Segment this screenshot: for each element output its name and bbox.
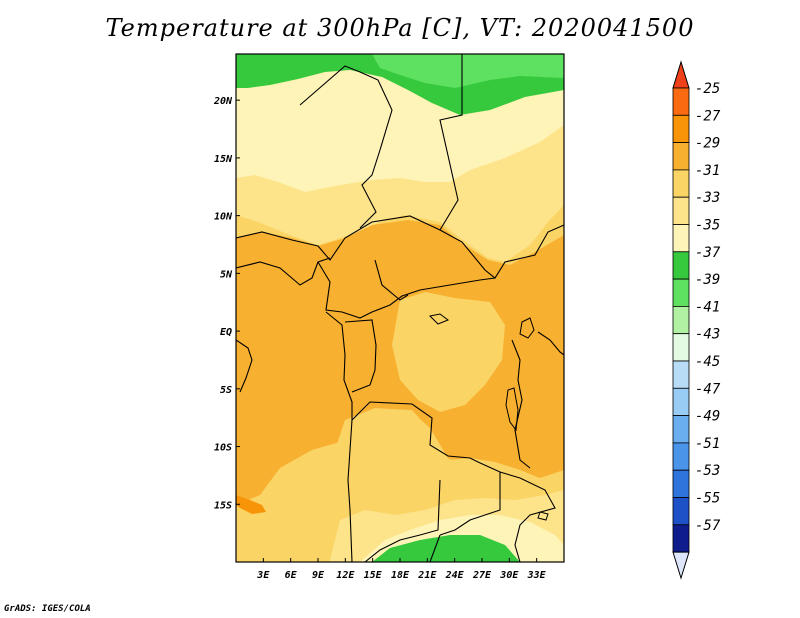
colorbar-top-arrow <box>672 60 690 89</box>
colorbar-swatch <box>672 224 690 253</box>
lat-tick-label: 15S <box>214 500 232 511</box>
lat-tick-label: 5S <box>220 385 232 396</box>
latitude-axis: 20N 15N 10N 5N EQ 5S 10S 15S <box>213 96 240 511</box>
lat-tick-label: 5N <box>220 269 233 280</box>
lat-tick-label: 15N <box>214 154 233 165</box>
grads-credit: GrADS: IGES/COLA <box>4 604 91 614</box>
colorbar-label: -47 <box>695 381 721 397</box>
lon-tick-label: 3E <box>256 570 270 581</box>
colorbar-label: -43 <box>695 327 720 343</box>
lon-tick-label: 18E <box>391 570 410 581</box>
colorbar-swatch <box>672 251 690 280</box>
lat-tick-label: 20N <box>213 96 233 107</box>
colorbar-label: -39 <box>695 272 720 288</box>
colorbar-bottom-arrow <box>672 551 690 580</box>
lon-tick-label: 24E <box>445 570 465 581</box>
colorbar-label: -37 <box>695 245 721 261</box>
lon-tick-label: 33E <box>527 570 547 581</box>
colorbar-swatch <box>672 114 690 144</box>
lon-tick-label: 21E <box>417 570 437 581</box>
colorbar-label: -55 <box>695 491 720 507</box>
map-title: Temperature at 300hPa [C], VT: 202004150… <box>105 14 695 42</box>
lat-tick-label: 10N <box>214 212 233 223</box>
colorbar-label: -35 <box>695 218 720 234</box>
colorbar-label: -41 <box>695 299 720 315</box>
colorbar-swatch <box>672 333 690 362</box>
lon-tick-label: 30E <box>499 570 519 581</box>
lon-tick-label: 6E <box>285 570 298 581</box>
longitude-axis: 3E 6E 9E 12E 15E 18E 21E 24E 27E 30E 33E <box>256 558 547 581</box>
colorbar-label: -25 <box>695 81 720 97</box>
band-39-north <box>372 54 564 88</box>
colorbar-swatch <box>672 169 690 198</box>
colorbar-label: -49 <box>695 409 720 425</box>
lon-tick-label: 27E <box>472 570 492 581</box>
colorbar-label: -45 <box>695 354 720 370</box>
colorbar-label: -57 <box>695 518 721 534</box>
lat-tick-label: 10S <box>214 443 232 454</box>
colorbar-swatch <box>672 497 690 526</box>
colorbar-label: -53 <box>695 463 720 479</box>
lat-tick-label: EQ <box>220 327 232 338</box>
colorbar-swatch <box>672 442 690 471</box>
colorbar-swatch <box>672 387 690 416</box>
colorbar: -25 -27 -29 -31 -33 -35 -37 -39 -41 -43 -45 -47 -49 -… <box>672 60 721 580</box>
colorbar-swatch <box>672 360 690 389</box>
colorbar-swatch <box>672 87 690 116</box>
colorbar-swatch <box>672 305 690 335</box>
colorbar-swatch <box>672 142 690 171</box>
lon-tick-label: 9E <box>312 570 325 581</box>
lakes <box>428 313 549 521</box>
colorbar-label: -27 <box>695 108 721 124</box>
lon-tick-label: 12E <box>336 570 355 581</box>
colorbar-label: -29 <box>695 136 720 152</box>
colorbar-swatch <box>672 469 690 498</box>
colorbar-label: -33 <box>695 190 720 206</box>
colorbar-swatch <box>672 524 690 553</box>
band-31-inner <box>392 292 505 412</box>
colorbar-swatch <box>672 196 690 225</box>
temperature-field <box>236 54 564 562</box>
colorbar-swatch <box>672 278 690 307</box>
lon-tick-label: 15E <box>364 570 383 581</box>
band-27-sw <box>236 495 266 514</box>
colorbar-label: -51 <box>695 436 720 452</box>
country-borders <box>236 54 564 562</box>
band-37-south <box>372 535 520 562</box>
colorbar-swatch <box>672 415 690 444</box>
colorbar-label: -31 <box>695 163 720 179</box>
